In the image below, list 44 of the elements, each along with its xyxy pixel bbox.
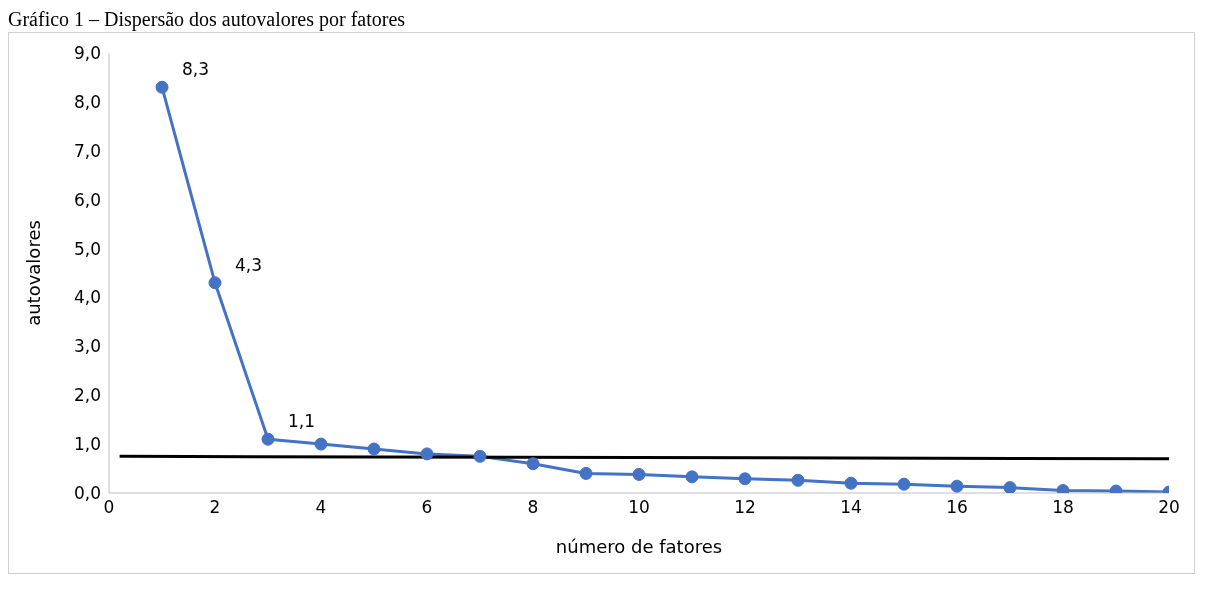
- y-tick-label: 7,0: [73, 140, 101, 161]
- y-tick-label: 4,0: [73, 287, 101, 308]
- y-tick-label: 6,0: [73, 189, 101, 210]
- x-axis-title: número de fatores: [555, 536, 723, 557]
- point: [473, 449, 487, 463]
- point: [155, 80, 169, 94]
- y-axis-title: autovalores: [23, 220, 45, 326]
- x-tick-label: 6: [421, 497, 433, 518]
- data-label: 1,1: [288, 411, 316, 432]
- x-tick-label: 2: [209, 497, 221, 518]
- x-tick-label: 16: [946, 497, 968, 518]
- x-tick-label: 10: [628, 497, 650, 518]
- point: [314, 437, 328, 451]
- y-tick-label: 0,0: [73, 483, 101, 504]
- point: [579, 466, 593, 480]
- x-tick-label: 18: [1052, 497, 1074, 518]
- x-tick-label: 4: [315, 497, 327, 518]
- y-tick-label: 5,0: [73, 238, 101, 259]
- point: [632, 467, 646, 481]
- y-tick-label: 2,0: [73, 385, 101, 406]
- chart-title: Gráfico 1 – Dispersão dos autovalores por fatores: [8, 8, 407, 32]
- data-label: 4,3: [235, 254, 263, 275]
- y-tick-label: 9,0: [73, 43, 101, 64]
- x-tick-label: 8: [527, 497, 539, 518]
- x-tick-label: 12: [734, 497, 756, 518]
- point: [897, 477, 911, 491]
- point: [208, 276, 222, 290]
- point: [367, 442, 381, 456]
- x-tick-label: 14: [840, 497, 862, 518]
- y-tick-label: 8,0: [73, 91, 101, 112]
- point: [791, 473, 805, 487]
- y-tick-label: 1,0: [73, 434, 101, 455]
- point: [261, 432, 275, 446]
- point: [1003, 481, 1017, 493]
- point: [950, 479, 964, 493]
- point: [685, 470, 699, 484]
- x-tick-label: 20: [1158, 497, 1180, 518]
- y-tick-label: 3,0: [73, 336, 101, 357]
- point: [526, 457, 540, 471]
- x-tick-label: 0: [103, 497, 115, 518]
- point: [738, 472, 752, 486]
- point: [844, 476, 858, 490]
- point: [420, 447, 434, 461]
- data-label: 8,3: [182, 59, 210, 80]
